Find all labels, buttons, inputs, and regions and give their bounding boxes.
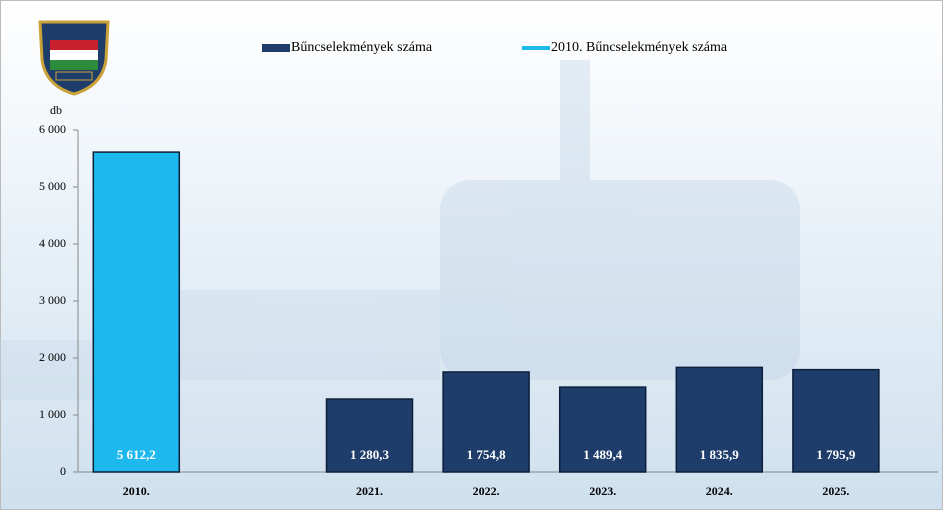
y-tick-label: 3 000 — [39, 293, 66, 307]
y-tick-label: 6 000 — [39, 122, 66, 136]
x-tick-label: 2010. — [123, 484, 150, 498]
y-tick-label: 5 000 — [39, 179, 66, 193]
bar — [93, 152, 179, 472]
y-tick-label: 0 — [60, 464, 66, 478]
chart: db 0 1 000 2 000 3 000 4 000 5 000 6 000 2010. 2… — [0, 0, 944, 511]
legend-marker — [262, 44, 290, 52]
value-label: 1 754,8 — [467, 447, 507, 462]
legend-label: 2010. Bűncselekmények száma — [551, 40, 728, 55]
y-tick-label: 1 000 — [39, 407, 66, 421]
y-axis-label: db — [50, 103, 62, 117]
value-label: 1 835,9 — [700, 447, 740, 462]
x-tick-label: 2025. — [822, 484, 849, 498]
legend-label: Bűncselekmények száma — [291, 40, 433, 55]
value-label: 5 612,2 — [117, 447, 156, 462]
value-label: 1 280,3 — [350, 447, 390, 462]
y-tick-label: 2 000 — [39, 350, 66, 364]
x-tick-label: 2021. — [356, 484, 383, 498]
x-tick-label: 2024. — [706, 484, 733, 498]
x-tick-label: 2023. — [589, 484, 616, 498]
y-tick-label: 4 000 — [39, 236, 66, 250]
value-label: 1 489,4 — [583, 447, 623, 462]
value-label: 1 795,9 — [816, 447, 856, 462]
x-tick-label: 2022. — [473, 484, 500, 498]
